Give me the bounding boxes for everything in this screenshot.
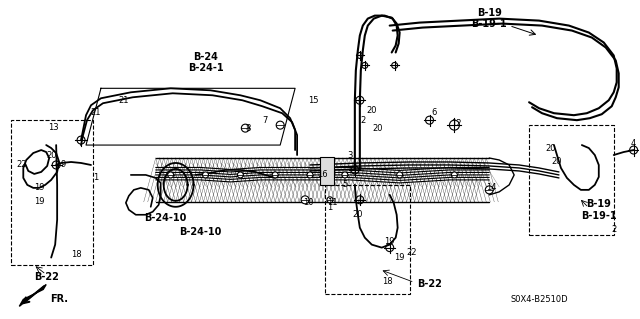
Circle shape: [202, 172, 209, 178]
Text: FR.: FR.: [50, 294, 68, 304]
Text: 9: 9: [61, 160, 66, 169]
Bar: [156, 155, 489, 205]
Text: B-19
B-19-1: B-19 B-19-1: [472, 8, 507, 29]
Text: 20: 20: [353, 210, 363, 219]
Polygon shape: [19, 285, 46, 306]
Text: B-22: B-22: [34, 272, 59, 283]
Text: 2: 2: [360, 116, 365, 125]
Text: 1: 1: [93, 174, 99, 182]
Circle shape: [327, 197, 333, 203]
Text: 4: 4: [631, 138, 636, 148]
Text: 19: 19: [394, 253, 405, 262]
Text: 15: 15: [308, 96, 318, 105]
Bar: [325, 185, 410, 294]
Text: S0X4-B2510D: S0X4-B2510D: [510, 295, 568, 304]
Text: 8: 8: [246, 124, 251, 133]
Text: 19: 19: [34, 183, 44, 192]
Circle shape: [307, 172, 313, 178]
Text: 20: 20: [372, 124, 383, 133]
Bar: [529, 125, 614, 235]
Text: 14: 14: [486, 183, 497, 192]
Bar: [12, 120, 93, 264]
Text: 18: 18: [382, 277, 393, 286]
Text: 2: 2: [611, 225, 616, 234]
Text: 6: 6: [432, 108, 437, 117]
Circle shape: [241, 124, 250, 132]
Circle shape: [237, 172, 243, 178]
Text: 10: 10: [303, 198, 314, 207]
Circle shape: [272, 172, 278, 178]
Text: 20: 20: [546, 144, 556, 152]
Text: 3: 3: [347, 151, 353, 160]
Text: 21: 21: [91, 108, 101, 117]
Text: 12: 12: [451, 119, 461, 128]
Text: 19: 19: [385, 237, 395, 246]
Text: 22: 22: [16, 160, 26, 169]
Text: 22: 22: [406, 248, 417, 257]
Text: B-22: B-22: [417, 279, 442, 289]
Text: 16: 16: [317, 170, 327, 179]
Circle shape: [168, 172, 173, 178]
Bar: [320, 157, 334, 185]
Circle shape: [397, 172, 403, 178]
Circle shape: [485, 186, 493, 194]
Circle shape: [301, 196, 309, 204]
Text: 1: 1: [327, 203, 333, 212]
Circle shape: [342, 172, 348, 178]
Text: 20: 20: [552, 158, 562, 167]
Circle shape: [276, 121, 284, 129]
Text: B-24-10: B-24-10: [145, 213, 187, 223]
Text: B-24-10: B-24-10: [179, 227, 221, 237]
Text: 20: 20: [46, 151, 56, 160]
Text: 19: 19: [34, 197, 44, 206]
Circle shape: [451, 172, 458, 178]
Text: 7: 7: [262, 116, 268, 125]
Text: 18: 18: [71, 250, 81, 259]
Text: 20: 20: [367, 106, 377, 115]
Text: 11: 11: [326, 198, 337, 207]
Text: B-19
B-19-1: B-19 B-19-1: [581, 199, 616, 220]
Text: B-24
B-24-1: B-24 B-24-1: [188, 52, 223, 73]
Text: 21: 21: [118, 96, 129, 105]
Text: 13: 13: [48, 122, 58, 132]
Text: 5: 5: [342, 180, 348, 189]
